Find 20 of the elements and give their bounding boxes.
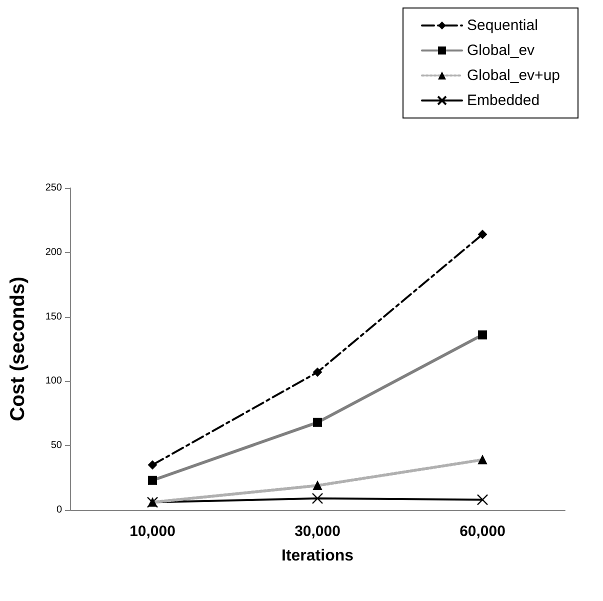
point (312, 492, 324, 504)
y-axis-title: Cost (seconds) (7, 276, 29, 422)
y-tick-label: 250 (45, 182, 62, 194)
point (476, 494, 488, 506)
legend-label: Sequential (467, 17, 538, 34)
y-tick-label: 100 (45, 376, 62, 387)
point (148, 460, 157, 470)
legend-label: Embedded (467, 92, 540, 109)
legend-label: Global_ev (467, 42, 536, 59)
y-tick-label: 200 (45, 246, 62, 258)
x-tick-label: 30,000 (294, 523, 340, 540)
y-tick-label: 0 (56, 504, 62, 516)
x-tick-label: 60,000 (460, 523, 506, 540)
y-tick-label: 150 (45, 311, 62, 322)
point (478, 230, 487, 239)
legend-label: Global_ev+up (467, 67, 560, 84)
y-tick-label: 50 (50, 440, 62, 452)
x-axis-title: Iterations (281, 548, 354, 564)
point (313, 368, 322, 377)
x-tick-label: 10,000 (130, 523, 176, 540)
